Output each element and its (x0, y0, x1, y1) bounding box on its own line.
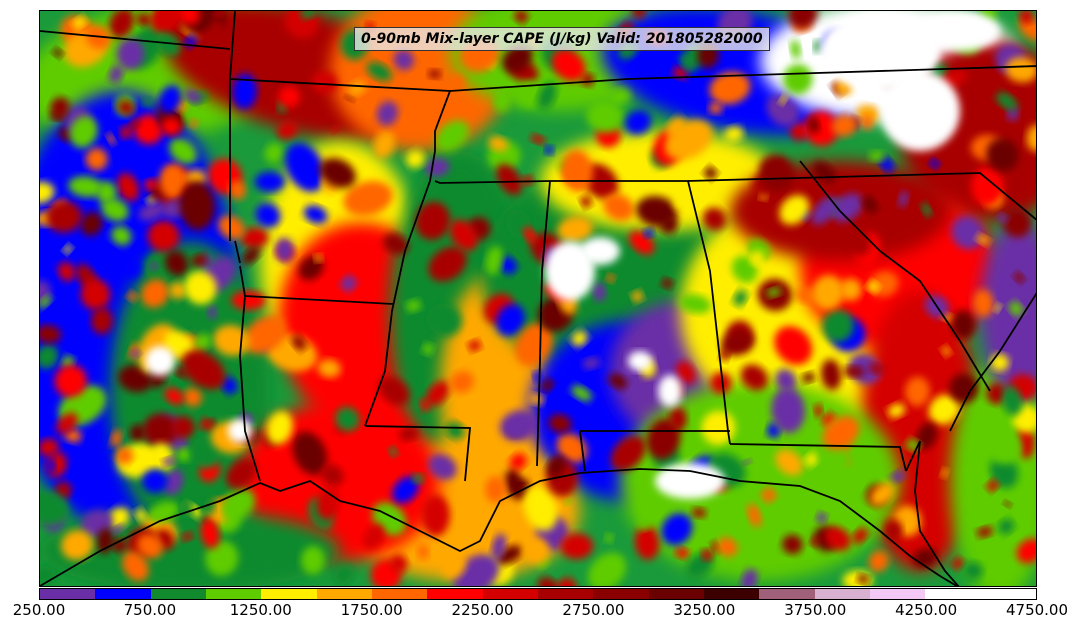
colorbar-tick-label: 1750.00 (340, 601, 403, 619)
colorbar-bin (371, 589, 428, 599)
colorbar-bin (261, 589, 317, 599)
colorbar-tick-label: 3250.00 (673, 601, 736, 619)
state-borders (40, 11, 1036, 586)
colorbar-bin (648, 589, 704, 599)
colorbar-bin (593, 589, 649, 599)
cape-contour-fill (40, 11, 1036, 586)
colorbar-bin (980, 589, 1036, 599)
colorbar-bin (537, 589, 594, 599)
map-title: 0-90mb Mix-layer CAPE (J/kg) Valid: 2018… (361, 31, 763, 47)
colorbar-tick-label: 2250.00 (451, 601, 514, 619)
colorbar-tick-label: 750.00 (123, 601, 177, 619)
colorbar (39, 588, 1037, 600)
colorbar-bin (427, 589, 483, 599)
colorbar-bin (925, 589, 981, 599)
map-title-box: 0-90mb Mix-layer CAPE (J/kg) Valid: 2018… (354, 27, 770, 51)
colorbar-tick-label: 1250.00 (229, 601, 292, 619)
colorbar-tick-label: 250.00 (12, 601, 66, 619)
colorbar-bin (150, 589, 206, 599)
colorbar-bin (703, 589, 760, 599)
colorbar-tick-label: 2750.00 (562, 601, 625, 619)
colorbar-bin (316, 589, 372, 599)
colorbar-bin (40, 589, 96, 599)
colorbar-bin (482, 589, 538, 599)
cape-map: 0-90mb Mix-layer CAPE (J/kg) Valid: 2018… (39, 10, 1037, 587)
cape-field-svg (40, 11, 1036, 586)
colorbar-bin (205, 589, 262, 599)
colorbar-bin (814, 589, 870, 599)
colorbar-bin (869, 589, 926, 599)
colorbar-tick-label: 4250.00 (895, 601, 958, 619)
colorbar-bin (759, 589, 815, 599)
colorbar-tick-labels: 250.00 750.00 1250.00 1750.00 2250.00 2750.00… (0, 601, 1081, 625)
colorbar-tick-label: 4750.00 (1005, 601, 1069, 619)
colorbar-tick-label: 3750.00 (784, 601, 847, 619)
colorbar-bin (95, 589, 151, 599)
